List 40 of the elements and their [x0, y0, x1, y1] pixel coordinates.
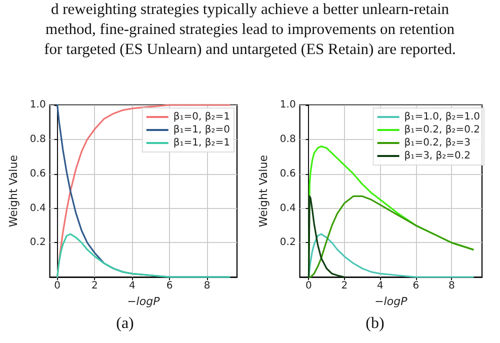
legend-label: β₁=1, β₂=0	[173, 124, 230, 136]
legend-label: β₁=1.0, β₂=1.0	[404, 112, 480, 122]
line-series	[56, 233, 230, 278]
y-tick-label: 0.8	[30, 134, 46, 145]
y-axis-title: Weight Value	[7, 154, 20, 228]
text: (b)	[364, 315, 386, 333]
x-tick-label: 4	[128, 280, 136, 292]
x-tick-label: 6	[166, 280, 173, 292]
y-axis-title: Weight Value	[257, 154, 270, 228]
x-tick-label: 6	[412, 280, 420, 292]
line-series	[308, 195, 346, 278]
legend-label: β₁=0.2, β₂=0.2	[404, 124, 480, 136]
text: method, fine-grained strategies lead to improvements on retention	[44, 20, 456, 40]
legend-label: β₁=0, β₂=1	[173, 112, 230, 122]
x-axis-title: −logP	[374, 295, 408, 308]
y-tick-label: 1.0	[280, 100, 296, 110]
y-tick-label: 0.4	[280, 202, 296, 214]
legend-label: β₁=0.2, β₂=3	[404, 138, 470, 148]
x-tick-label: 8	[204, 280, 210, 292]
line-series	[308, 195, 474, 278]
x-tick-label: 4	[376, 280, 384, 292]
x-tick-label: 2	[92, 280, 98, 292]
y-tick-label: 0.6	[30, 168, 46, 180]
text: d reweighting strategies typically achieve a better unlearn-retain	[50, 0, 450, 20]
text: for targeted (ES Unlearn) and untargeted (ES Retain) are reported.	[43, 40, 457, 60]
x-tick-label: 2	[341, 280, 348, 292]
text: (a)	[115, 315, 135, 333]
x-axis-title: −logP	[127, 295, 160, 308]
y-tick-label: 1.0	[30, 100, 46, 110]
x-tick-label: 8	[448, 280, 455, 292]
y-tick-label: 0.2	[30, 237, 46, 248]
line-series	[308, 233, 474, 278]
y-tick-label: 0.4	[30, 202, 46, 214]
y-tick-label: 0.2	[280, 237, 296, 248]
x-tick-label: 0	[306, 280, 312, 292]
legend-label: β₁=3, β₂=0.2	[404, 150, 470, 162]
x-tick-label: 0	[54, 280, 60, 292]
y-tick-label: 0.6	[280, 168, 296, 180]
y-tick-label: 0.8	[280, 134, 296, 145]
legend-label: β₁=1, β₂=1	[173, 138, 230, 148]
